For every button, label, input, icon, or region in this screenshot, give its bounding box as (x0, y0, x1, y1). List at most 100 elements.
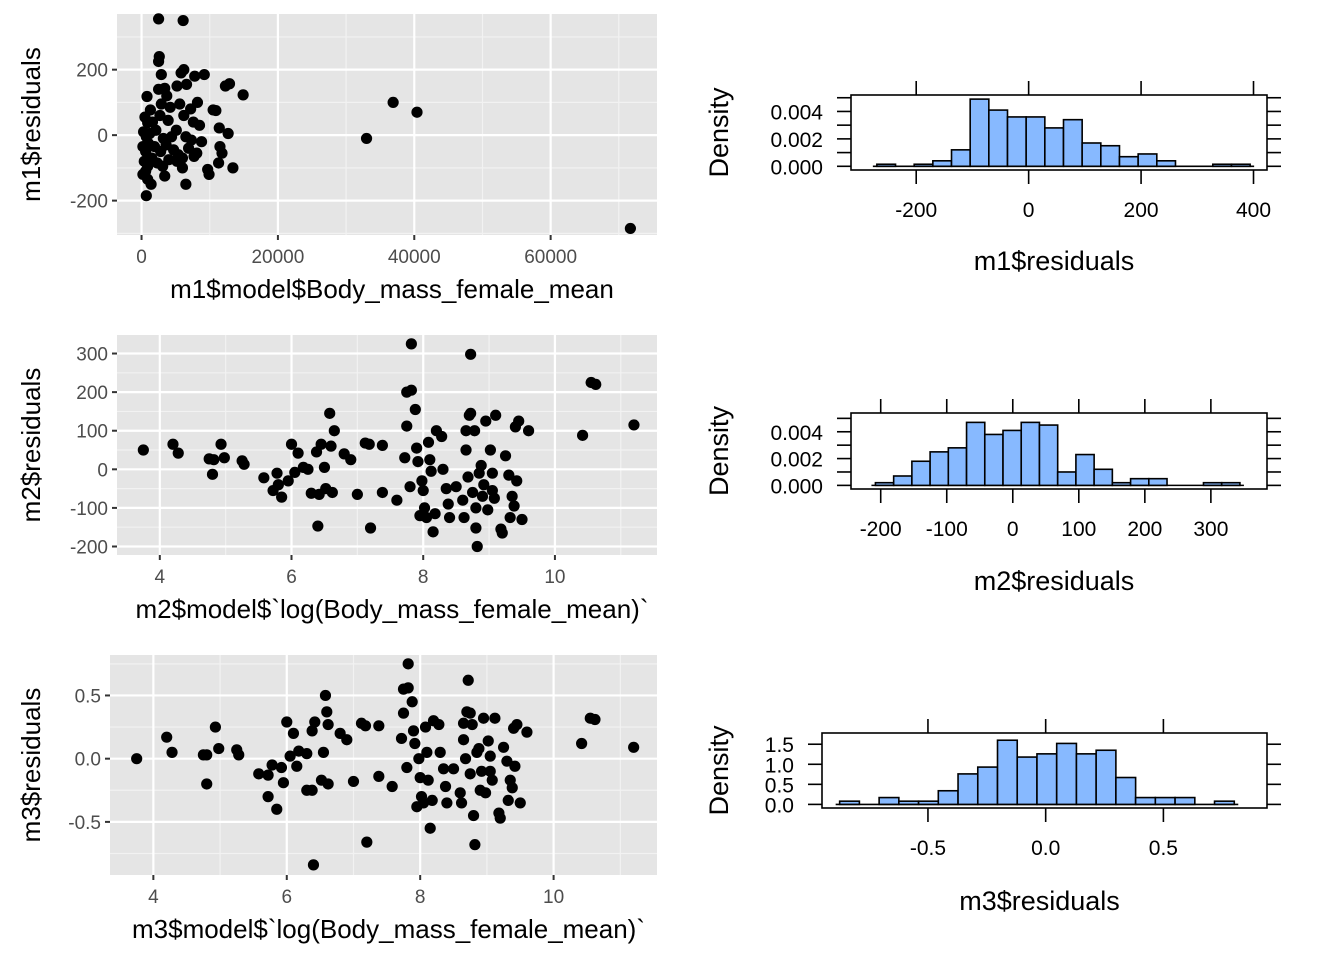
data-point (413, 753, 425, 765)
y-tick-label: 0.000 (770, 156, 823, 179)
data-point (482, 735, 494, 747)
data-point (422, 436, 435, 448)
histogram-bar (1111, 481, 1132, 487)
y-tick-label: 0 (97, 126, 108, 147)
histogram-bar (1220, 481, 1241, 487)
data-point (189, 70, 201, 82)
y-axis-title: m1$residuals (16, 47, 46, 202)
data-point (511, 718, 523, 731)
data-point (312, 520, 324, 532)
data-point (215, 438, 227, 450)
data-point (506, 782, 518, 794)
data-point (482, 504, 494, 516)
m2-scatter-panel: 4 6 8 10 -200 -100 0 100 200 300 m2$model$`log(Bod… (16, 335, 657, 624)
data-point (496, 527, 508, 539)
data-point (376, 486, 388, 499)
data-point (514, 797, 526, 809)
data-point (322, 778, 334, 790)
histogram-bar (1095, 749, 1117, 806)
data-point (326, 486, 338, 499)
data-point (193, 119, 206, 131)
histogram-bar (947, 447, 968, 487)
data-point (468, 425, 481, 437)
data-point (624, 222, 637, 235)
data-point (473, 742, 485, 755)
data-point (501, 755, 513, 767)
data-point (450, 481, 462, 493)
data-point (465, 407, 477, 419)
data-point (322, 718, 334, 731)
y-tick-label: 0.004 (770, 422, 823, 445)
x-tick-label: -200 (895, 199, 937, 222)
data-point (301, 748, 313, 760)
data-point (469, 839, 481, 851)
data-point (309, 716, 321, 728)
data-point (178, 109, 190, 122)
x-tick-label: -0.5 (910, 837, 946, 860)
data-point (306, 725, 318, 737)
data-point (475, 459, 487, 472)
data-point (364, 522, 377, 534)
data-point (291, 760, 303, 772)
y-tick-label: 200 (76, 383, 108, 404)
data-point (466, 718, 478, 731)
data-point (401, 761, 413, 774)
data-point (216, 147, 228, 159)
data-point (457, 734, 470, 746)
data-point (150, 124, 162, 136)
histogram-bar (976, 766, 999, 806)
data-point (522, 425, 535, 437)
data-point (478, 479, 490, 491)
data-point (238, 458, 250, 470)
data-point (306, 784, 318, 796)
data-point (284, 750, 296, 762)
histogram-bar (1156, 160, 1177, 168)
data-point (421, 746, 433, 758)
data-point (441, 797, 453, 809)
data-point (137, 444, 149, 456)
data-point (237, 89, 249, 101)
x-tick-label: 100 (1061, 518, 1096, 541)
data-point (628, 419, 640, 431)
data-point (628, 741, 640, 753)
data-point (328, 425, 340, 437)
data-point (176, 152, 189, 164)
data-point (145, 178, 157, 190)
data-point (227, 162, 239, 174)
data-point (465, 348, 477, 360)
data-point (218, 452, 230, 464)
data-point (486, 774, 498, 786)
data-point (411, 442, 423, 454)
data-point (319, 689, 332, 702)
m3-hist-panel: -0.5 0.0 0.50.00.51.01.5m3$residualsDensit… (704, 719, 1281, 916)
data-point (376, 439, 388, 451)
data-point (198, 68, 210, 81)
data-point (361, 836, 373, 848)
x-tick-label: 0 (1023, 199, 1035, 222)
data-point (464, 707, 476, 719)
data-point (345, 454, 357, 466)
y-tick-label: -200 (70, 192, 108, 213)
y-tick-label: 0.0 (75, 750, 101, 771)
data-point (494, 812, 506, 824)
data-point (386, 780, 398, 793)
data-point (409, 403, 421, 416)
data-point (391, 494, 403, 506)
y-tick-label: -200 (70, 538, 108, 559)
histogram-bar (1002, 429, 1023, 487)
data-point (180, 178, 192, 190)
data-point (436, 430, 448, 443)
data-point (521, 726, 533, 738)
data-point (508, 500, 520, 512)
data-point (589, 713, 601, 726)
data-point (321, 706, 333, 718)
data-point (140, 190, 152, 202)
data-point (484, 444, 496, 456)
x-tick-label: 0.0 (1031, 837, 1060, 860)
data-point (161, 731, 173, 743)
data-point (397, 707, 410, 719)
y-tick-label: -100 (70, 499, 108, 520)
data-point (253, 768, 265, 780)
data-point (434, 746, 446, 758)
histogram-bar (1134, 796, 1157, 806)
